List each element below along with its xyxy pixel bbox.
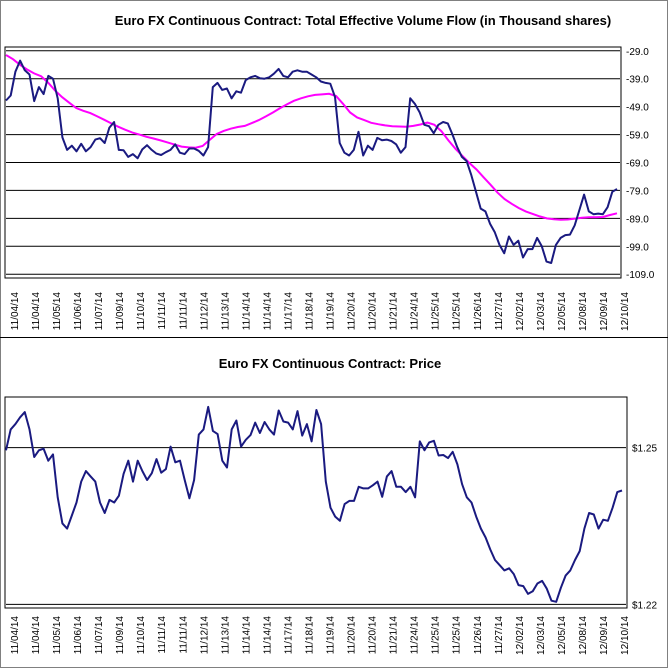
- volume-x-tick-label: 12/10/14: [620, 292, 631, 331]
- volume-plot-frame: [4, 46, 622, 279]
- price-x-tick-label: 11/04/14: [31, 616, 42, 655]
- price-x-tick-label: 11/12/14: [199, 616, 210, 655]
- volume-y-tick-label: -69.0: [626, 159, 649, 170]
- volume-x-axis: 11/04/14 11/04/14 11/05/14 11/06/14 11/07/14…: [10, 292, 631, 331]
- volume-x-tick-label: 11/07/14: [94, 292, 105, 331]
- volume-x-tick-label: 12/08/14: [578, 292, 589, 331]
- volume-x-tick-label: 12/02/14: [515, 292, 526, 331]
- price-gridlines: [6, 447, 626, 605]
- volume-x-tick-label: 11/19/14: [326, 292, 337, 331]
- volume-y-tick-label: -99.0: [626, 242, 649, 253]
- volume-x-tick-label: 11/14/14: [262, 292, 273, 331]
- price-x-tick-label: 11/27/14: [494, 616, 505, 655]
- price-x-tick-label: 11/11/14: [178, 616, 189, 654]
- volume-x-tick-label: 12/03/14: [536, 292, 547, 331]
- volume-x-tick-label: 11/20/14: [368, 292, 379, 331]
- volume-x-tick-label: 11/13/14: [220, 292, 231, 331]
- price-x-tick-label: 11/09/14: [115, 616, 126, 655]
- price-y-axis: $1.25 $1.22: [632, 444, 657, 612]
- price-x-tick-label: 11/13/14: [220, 616, 231, 655]
- price-x-tick-label: 12/05/14: [557, 616, 568, 655]
- volume-x-tick-label: 11/04/14: [10, 292, 21, 331]
- price-x-tick-label: 11/10/14: [136, 616, 147, 655]
- price-x-axis: 11/04/14 11/04/14 11/05/14 11/06/14 11/07/14…: [10, 616, 631, 655]
- volume-x-tick-label: 12/09/14: [599, 292, 610, 331]
- price-x-tick-label: 11/06/14: [73, 616, 84, 655]
- price-chart: Euro FX Continuous Contract: Price $1.25…: [4, 356, 657, 655]
- volume-x-tick-label: 11/10/14: [136, 292, 147, 331]
- volume-chart-title: Euro FX Continuous Contract: Total Effec…: [115, 13, 611, 28]
- price-x-tick-label: 11/20/14: [347, 616, 358, 655]
- volume-x-tick-label: 11/18/14: [304, 292, 315, 331]
- volume-x-tick-label: 11/11/14: [157, 292, 168, 330]
- volume-x-tick-label: 12/05/14: [557, 292, 568, 331]
- volume-x-tick-label: 11/09/14: [115, 292, 126, 331]
- price-chart-title: Euro FX Continuous Contract: Price: [219, 356, 441, 371]
- volume-gridlines: [6, 50, 620, 275]
- volume-y-tick-label: -49.0: [626, 103, 649, 114]
- price-x-tick-label: 11/17/14: [283, 616, 294, 655]
- price-x-tick-label: 11/20/14: [368, 616, 379, 655]
- volume-y-axis: -29.0 -39.0 -49.0 -59.0 -69.0 -79.0 -89.0 -99.0…: [626, 47, 655, 281]
- price-x-tick-label: 11/21/14: [389, 616, 400, 655]
- volume-y-tick-label: -59.0: [626, 131, 649, 142]
- volume-y-tick-label: -29.0: [626, 47, 649, 58]
- price-x-tick-label: 11/14/14: [241, 616, 252, 655]
- price-x-tick-label: 12/09/14: [599, 616, 610, 655]
- price-x-tick-label: 11/07/14: [94, 616, 105, 655]
- volume-x-tick-label: 11/20/14: [347, 292, 358, 331]
- price-x-tick-label: 11/19/14: [326, 616, 337, 655]
- price-y-tick-label: $1.25: [632, 444, 657, 455]
- price-x-tick-label: 11/04/14: [10, 616, 21, 655]
- price-x-tick-label: 11/14/14: [262, 616, 273, 655]
- price-x-tick-label: 11/25/14: [452, 616, 463, 655]
- price-x-tick-label: 11/05/14: [52, 616, 63, 655]
- volume-flow-line: [5, 59, 618, 264]
- price-x-tick-label: 12/08/14: [578, 616, 589, 655]
- volume-chart: Euro FX Continuous Contract: Total Effec…: [4, 13, 655, 331]
- volume-x-tick-label: 11/12/14: [199, 292, 210, 331]
- price-x-tick-label: 11/18/14: [304, 616, 315, 655]
- volume-y-tick-label: -79.0: [626, 186, 649, 197]
- price-x-tick-label: 11/25/14: [431, 616, 442, 655]
- volume-x-tick-label: 11/04/14: [31, 292, 42, 331]
- volume-x-tick-label: 11/24/14: [410, 292, 421, 331]
- volume-x-tick-label: 11/25/14: [452, 292, 463, 331]
- volume-x-tick-label: 11/25/14: [431, 292, 442, 331]
- price-plot-frame: [4, 396, 628, 609]
- volume-y-tick-label: -39.0: [626, 75, 649, 86]
- volume-y-tick-label: -89.0: [626, 214, 649, 225]
- volume-x-tick-label: 11/17/14: [283, 292, 294, 331]
- price-x-tick-label: 12/03/14: [536, 616, 547, 655]
- volume-moving-average-line: [5, 54, 618, 221]
- price-x-tick-label: 12/02/14: [515, 616, 526, 655]
- volume-x-tick-label: 11/06/14: [73, 292, 84, 331]
- price-y-tick-label: $1.22: [632, 600, 657, 611]
- volume-x-tick-label: 11/21/14: [389, 292, 400, 331]
- volume-y-tick-label: -109.0: [626, 270, 655, 281]
- volume-x-tick-label: 11/26/14: [473, 292, 484, 331]
- price-x-tick-label: 11/11/14: [157, 616, 168, 654]
- price-line: [5, 405, 623, 603]
- volume-x-tick-label: 11/14/14: [241, 292, 252, 331]
- price-x-tick-label: 11/24/14: [410, 616, 421, 655]
- price-x-tick-label: 11/26/14: [473, 616, 484, 655]
- price-x-tick-label: 12/10/14: [620, 616, 631, 655]
- volume-x-tick-label: 11/27/14: [494, 292, 505, 331]
- volume-x-tick-label: 11/05/14: [52, 292, 63, 331]
- volume-x-tick-label: 11/11/14: [178, 292, 189, 330]
